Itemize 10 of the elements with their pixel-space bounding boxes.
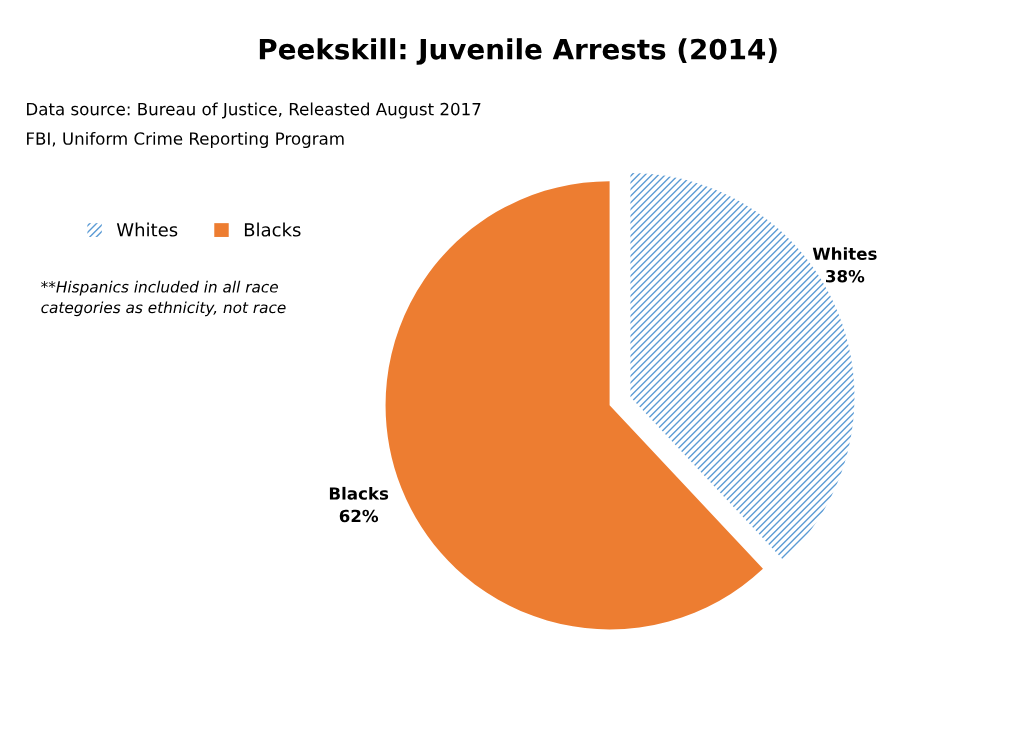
legend-label: Blacks — [244, 222, 301, 237]
text: FBI, Uniform Crime Reporting Program — [27, 131, 344, 149]
legend-label: Whites — [116, 222, 178, 237]
data-label: 38% — [826, 269, 865, 283]
slice-label: Whites — [812, 247, 877, 261]
chart-title: Peekskill: Juvenile Arrests (2014) — [259, 38, 777, 65]
slice-label: Blacks — [329, 486, 389, 500]
text: **Hispanics included in all race categories as ethnicity, not race — [41, 280, 286, 317]
source-note: Data source: Bureau of Justice, Releasted August 2017 — [27, 102, 481, 119]
data-label: 62% — [339, 509, 379, 523]
